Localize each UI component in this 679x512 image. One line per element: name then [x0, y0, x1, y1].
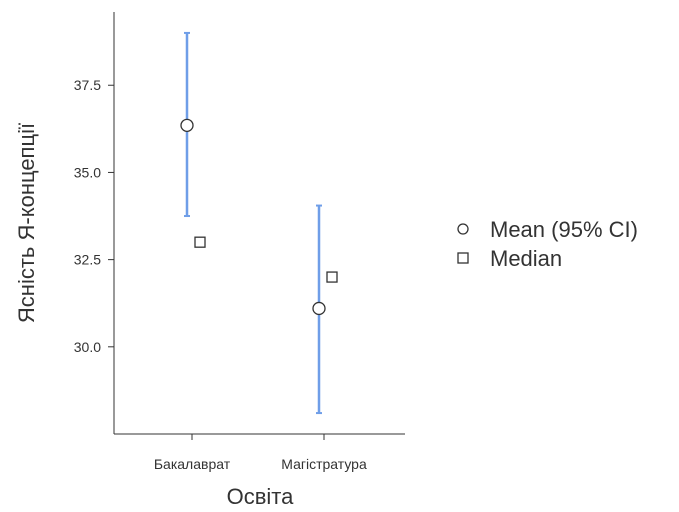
legend-mean-label: Mean (95% CI) [490, 217, 638, 242]
x-tick-label: Бакалаврат [154, 456, 231, 472]
y-tick-label: 37.5 [74, 77, 101, 93]
legend-median-label: Median [490, 246, 562, 271]
mean-markers [180, 118, 326, 316]
x-axis-title: Освіта [227, 484, 295, 509]
y-tick-label: 35.0 [74, 164, 101, 180]
y-ticks: 30.0 32.5 35.0 37.5 [74, 77, 114, 355]
error-bars [184, 31, 322, 415]
median-point [326, 271, 338, 283]
plot-area: 30.0 32.5 35.0 37.5 Бакалаврат Магістратура [74, 12, 405, 472]
x-tick-label: Магістратура [281, 456, 367, 472]
median-markers [194, 236, 338, 283]
legend-median-marker-icon [457, 252, 469, 264]
y-tick-label: 30.0 [74, 339, 101, 355]
legend: Mean (95% CI) Median [457, 217, 638, 271]
x-ticks: Бакалаврат Магістратура [154, 434, 367, 472]
median-point [194, 236, 206, 248]
legend-mean-marker-icon [457, 223, 469, 235]
y-axis-title: Ясність Я-концепції [14, 123, 39, 323]
y-tick-label: 32.5 [74, 252, 101, 268]
mean-point [180, 118, 194, 132]
mean-point [312, 301, 326, 316]
